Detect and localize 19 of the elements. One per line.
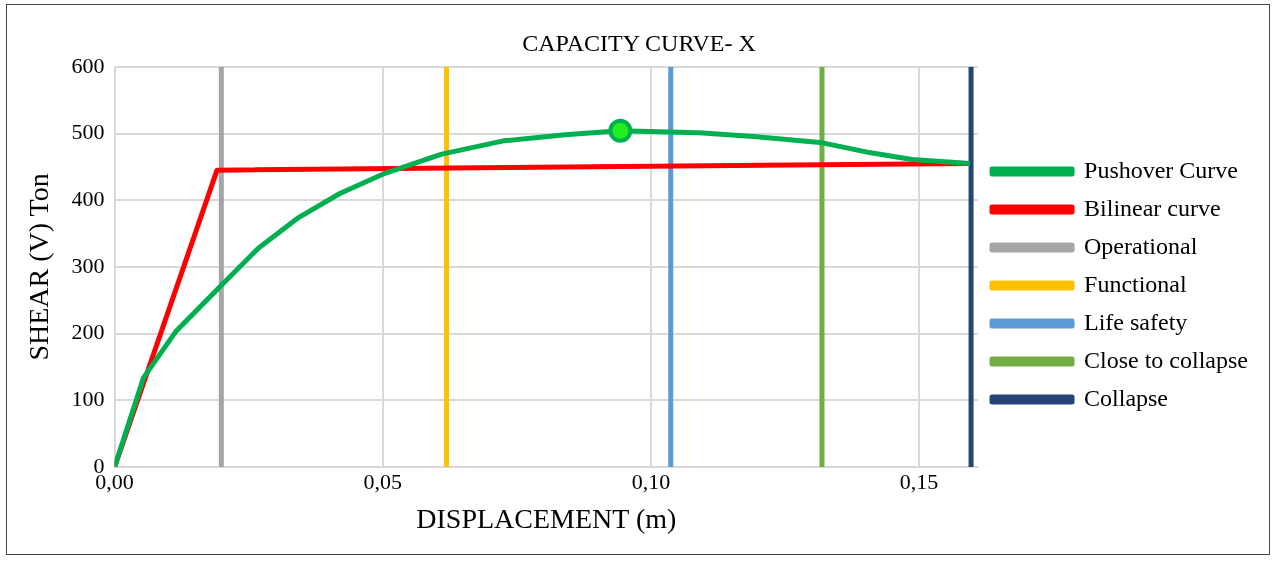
legend-label: Pushover Curve	[1084, 156, 1239, 183]
legend-label: Close to collapse	[1084, 346, 1248, 373]
x-axis-title: DISPLACEMENT (m)	[416, 502, 677, 534]
legend-label: Bilinear curve	[1084, 194, 1221, 221]
y-tick-label: 600	[71, 52, 105, 78]
y-tick-label: 400	[71, 185, 105, 211]
y-tick-label: 200	[71, 319, 105, 345]
legend-label: Operational	[1084, 232, 1198, 259]
y-tick-label: 500	[71, 119, 105, 145]
x-tick-label: 0,15	[899, 468, 939, 494]
y-tick-label: 100	[71, 386, 105, 412]
legend-label: Functional	[1084, 270, 1188, 297]
y-tick-label: 300	[71, 252, 105, 278]
legend-label: Collapse	[1084, 384, 1169, 411]
y-axis-title: SHEAR (V) Ton	[23, 173, 55, 361]
legend-label: Life safety	[1084, 308, 1188, 335]
x-tick-label: 0,10	[631, 468, 671, 494]
chart-title: CAPACITY CURVE- X	[522, 29, 756, 56]
x-tick-label: 0,05	[363, 468, 402, 494]
